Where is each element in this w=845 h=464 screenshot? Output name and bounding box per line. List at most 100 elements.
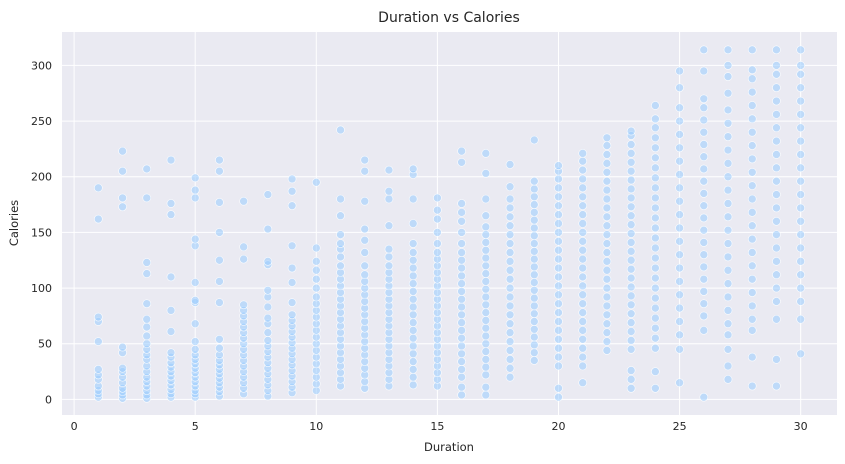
data-point <box>578 361 588 371</box>
data-point <box>505 221 515 231</box>
data-point <box>554 183 563 193</box>
data-point <box>772 230 781 239</box>
data-point <box>602 185 612 195</box>
x-tick-label: 0 <box>71 420 78 433</box>
data-point <box>505 283 515 293</box>
data-point <box>578 219 588 228</box>
data-point <box>408 279 418 288</box>
data-point <box>505 212 515 222</box>
data-point <box>408 349 418 359</box>
data-point <box>796 45 805 55</box>
data-point <box>602 310 612 320</box>
data-point <box>699 213 709 223</box>
data-point <box>481 331 491 341</box>
data-point <box>457 390 466 400</box>
data-point <box>190 296 200 305</box>
data-point <box>457 382 466 392</box>
data-point <box>360 248 370 257</box>
data-point <box>675 143 684 153</box>
data-point <box>651 243 660 253</box>
data-point <box>651 333 660 343</box>
data-point <box>408 310 418 320</box>
data-point <box>796 283 805 293</box>
data-point <box>384 186 394 196</box>
data-point <box>505 230 515 239</box>
x-tick-label: 30 <box>794 420 808 433</box>
data-point <box>699 392 709 402</box>
data-point <box>796 314 805 324</box>
data-point <box>747 288 757 297</box>
data-point <box>675 223 684 233</box>
data-point <box>723 306 733 315</box>
data-point <box>433 248 442 257</box>
data-point <box>699 176 709 186</box>
data-point <box>457 208 466 217</box>
data-point <box>166 210 176 219</box>
data-point <box>626 383 636 393</box>
data-point <box>626 366 636 375</box>
data-point <box>529 208 539 217</box>
data-point <box>94 214 103 224</box>
data-point <box>554 219 563 228</box>
data-point <box>166 306 176 315</box>
data-point <box>505 182 515 192</box>
data-point <box>651 114 660 124</box>
data-point <box>481 390 491 400</box>
data-point <box>215 255 224 265</box>
data-point <box>166 199 176 208</box>
data-point <box>651 133 660 143</box>
data-point <box>166 272 176 282</box>
data-point <box>578 183 588 193</box>
data-point <box>408 287 418 296</box>
data-point <box>578 237 588 246</box>
data-point <box>481 339 491 349</box>
data-point <box>529 239 539 248</box>
data-point <box>263 224 273 234</box>
data-point <box>651 283 660 293</box>
data-point <box>578 156 588 166</box>
data-point <box>675 170 684 179</box>
data-point <box>457 333 466 343</box>
data-point <box>626 345 636 354</box>
data-point <box>796 83 805 92</box>
data-point <box>311 257 321 266</box>
data-point <box>602 167 612 177</box>
data-point <box>796 297 805 306</box>
y-tick-label: 100 <box>31 282 52 295</box>
data-point <box>796 163 805 173</box>
data-point <box>626 238 636 247</box>
data-point <box>433 205 442 215</box>
data-point <box>554 192 563 202</box>
data-point <box>772 110 781 119</box>
data-point <box>723 319 733 329</box>
data-point <box>529 301 539 311</box>
data-point <box>602 265 612 275</box>
data-point <box>118 146 127 156</box>
data-point <box>215 198 224 207</box>
data-point <box>215 343 224 353</box>
data-point <box>457 239 466 248</box>
data-point <box>529 317 539 326</box>
data-point <box>457 326 466 335</box>
data-point <box>481 382 491 392</box>
data-point <box>142 314 152 324</box>
data-point <box>723 375 733 384</box>
data-point <box>481 316 491 325</box>
data-point <box>481 194 491 204</box>
data-point <box>384 165 394 175</box>
y-tick-label: 250 <box>31 115 52 128</box>
x-tick-labels: 0 5 10 15 20 25 30 <box>71 420 808 433</box>
data-point <box>651 123 660 133</box>
data-point <box>651 213 660 223</box>
data-point <box>384 252 394 262</box>
data-point <box>626 157 636 167</box>
data-point <box>239 254 248 264</box>
data-point <box>190 337 200 346</box>
data-point <box>215 166 224 176</box>
data-point <box>796 96 805 106</box>
data-point <box>699 45 709 55</box>
data-point <box>408 219 418 228</box>
data-point <box>723 61 733 70</box>
data-point <box>747 234 757 244</box>
data-point <box>772 355 781 364</box>
